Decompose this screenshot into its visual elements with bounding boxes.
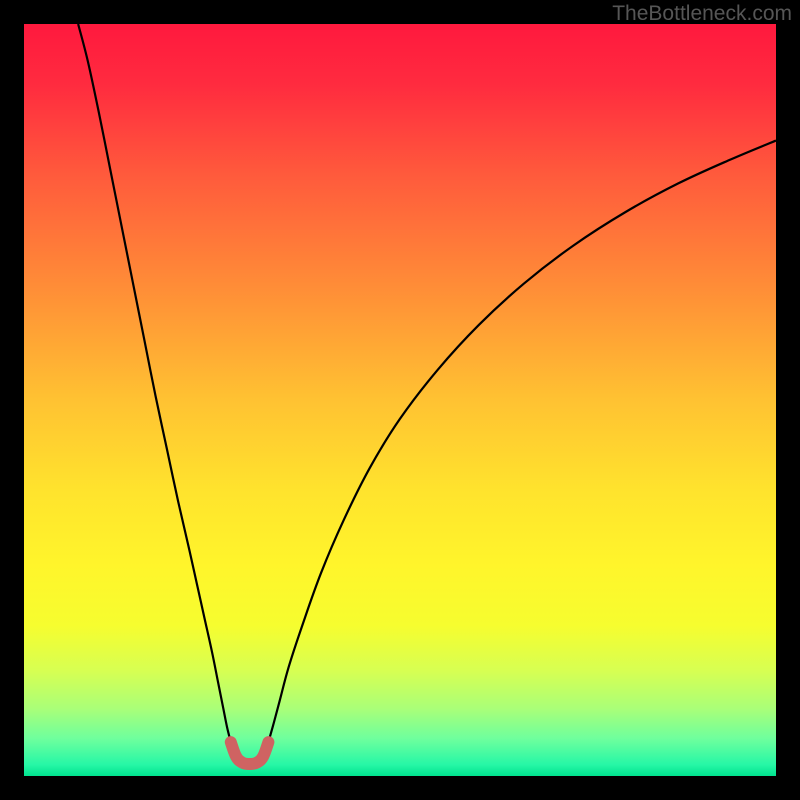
chart-canvas: TheBottleneck.com xyxy=(0,0,800,800)
bottleneck-chart xyxy=(0,0,800,800)
watermark-text: TheBottleneck.com xyxy=(612,2,792,26)
